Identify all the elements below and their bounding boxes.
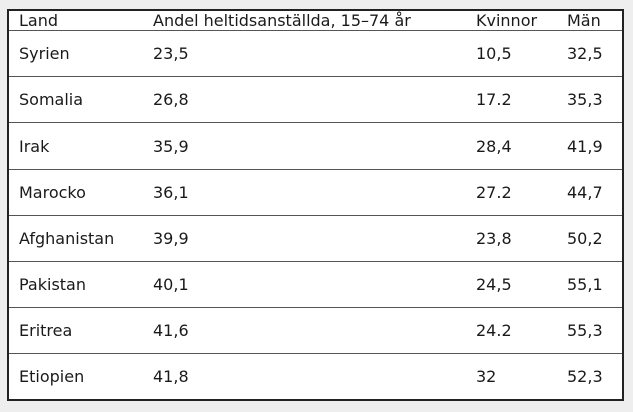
value-cell: 32,5	[557, 30, 622, 78]
table-row: Eritrea 41,6 24.2 55,3	[9, 307, 622, 355]
value-cell: 17.2	[466, 76, 557, 124]
value-cell: 24.2	[466, 307, 557, 355]
country-cell: Somalia	[9, 76, 143, 124]
table-row: Afghanistan 39,9 23,8 50,2	[9, 215, 622, 263]
value-cell: 36,1	[143, 169, 466, 216]
value-cell: 41,6	[143, 307, 466, 355]
header-cell: Kvinnor	[466, 11, 557, 31]
value-cell: 32	[476, 367, 497, 387]
value-cell: 39,9	[143, 215, 466, 263]
value-cell: 35,9	[143, 122, 466, 170]
value-cell: 24,5	[466, 261, 557, 309]
country-cell: Afghanistan	[9, 215, 143, 263]
table-frame: Land Andel heltidsanställda, 15–74 år Kvin…	[7, 9, 624, 401]
header-cell: Land	[9, 11, 143, 31]
value-cell: 41,8	[153, 367, 189, 387]
value-cell: 26,8	[143, 76, 466, 124]
value-cell: 55,1	[557, 261, 622, 309]
country-cell: Eritrea	[9, 307, 143, 355]
country-cell: Marocko	[9, 169, 143, 216]
value-cell: 44,7	[557, 169, 622, 216]
value-cell: 27.2	[466, 169, 557, 216]
value-cell: 40,1	[143, 261, 466, 309]
value-cell: 23,5	[143, 30, 466, 78]
value-cell: 35,3	[557, 76, 622, 124]
header-row: Land Andel heltidsanställda, 15–74 år Kvin…	[9, 11, 622, 31]
value-cell: 28,4	[466, 122, 557, 170]
table-row: Syrien 23,5 10,5 32,5	[9, 30, 622, 78]
table-row: Marocko 36,1 27.2 44,7	[9, 169, 622, 216]
data-table: Land Andel heltidsanställda, 15–74 år Kvin…	[9, 11, 622, 399]
country-cell: Irak	[9, 122, 143, 170]
value-cell: 55,3	[557, 307, 622, 355]
table-row: Pakistan 40,1 24,5 55,1	[9, 261, 622, 309]
country-cell: Etiopien	[19, 367, 85, 387]
value-cell: 52,3	[567, 367, 603, 387]
value-cell: 41,9	[557, 122, 622, 170]
country-cell: Syrien	[9, 30, 143, 78]
table-row: Etiopien 41,8 32 52,3	[9, 354, 622, 399]
header-cell: Andel heltidsanställda, 15–74 år	[143, 11, 466, 31]
table-row: Irak 35,9 28,4 41,9	[9, 122, 622, 170]
header-cell: Män	[557, 11, 622, 31]
value-cell: 23,8	[466, 215, 557, 263]
country-cell: Pakistan	[9, 261, 143, 309]
value-cell: 50,2	[557, 215, 622, 263]
value-cell: 10,5	[466, 30, 557, 78]
table-row: Somalia 26,8 17.2 35,3	[9, 76, 622, 124]
